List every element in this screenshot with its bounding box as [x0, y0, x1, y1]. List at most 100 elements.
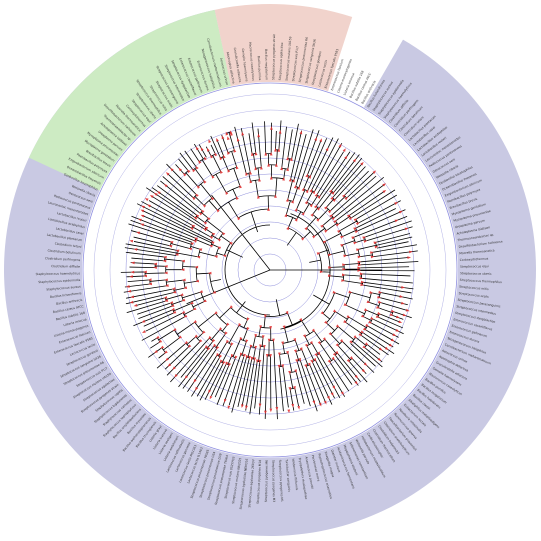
bootstrap-marker [181, 310, 186, 314]
bootstrap-marker [304, 226, 308, 231]
leaf-label: Staphylococcus haemolyticus [36, 271, 81, 276]
leaf-label: Carboxydothermus [460, 257, 489, 263]
bootstrap-marker [163, 271, 168, 275]
leaf-label: Acholeplasma laidlawii [456, 225, 490, 235]
bootstrap-marker [172, 327, 177, 331]
bootstrap-marker [352, 158, 357, 163]
bootstrap-marker [331, 191, 335, 195]
bootstrap-marker [329, 189, 333, 194]
bootstrap-marker [214, 255, 218, 259]
bootstrap-marker [269, 408, 273, 413]
bootstrap-marker [327, 274, 332, 278]
bootstrap-marker [153, 266, 157, 270]
bootstrap-marker [143, 270, 147, 274]
bootstrap-marker [130, 295, 135, 299]
bootstrap-marker [196, 255, 201, 259]
bootstrap-marker [342, 263, 346, 267]
bootstrap-marker [342, 148, 346, 153]
bootstrap-marker [165, 357, 169, 362]
bootstrap-marker [208, 139, 212, 144]
bootstrap-marker [361, 314, 365, 318]
bootstrap-marker [335, 223, 340, 227]
bootstrap-marker [349, 340, 353, 344]
bootstrap-marker [311, 328, 316, 333]
bootstrap-marker [210, 241, 215, 245]
bootstrap-marker [136, 231, 141, 235]
leaf-label: Streptococcus pyogenes M1 [278, 460, 284, 502]
bootstrap-marker [199, 290, 203, 293]
bootstrap-marker [332, 198, 336, 203]
bootstrap-marker [172, 366, 176, 370]
leaf-label: Turicibacter sanguinis [284, 458, 291, 492]
bootstrap-marker [288, 370, 291, 375]
leaf-label: Streptococcus uberis [460, 271, 492, 276]
bootstrap-marker [407, 256, 412, 260]
bootstrap-marker [400, 301, 405, 305]
leaf-label: Bacillus cereus ATCC [53, 304, 84, 314]
bootstrap-marker [164, 284, 169, 287]
bootstrap-marker [324, 229, 328, 233]
bootstrap-marker [211, 338, 216, 343]
leaf-label: Streptococcus mutans NN2025 [231, 457, 242, 504]
bootstrap-marker [346, 314, 351, 319]
leaf-label: Clostridium difficile [51, 264, 80, 269]
bootstrap-marker [287, 409, 291, 414]
bootstrap-marker [357, 260, 362, 264]
bootstrap-marker [364, 308, 368, 311]
bootstrap-marker [245, 355, 249, 359]
bootstrap-marker [304, 343, 308, 348]
bootstrap-marker [354, 374, 358, 379]
leaf-label: Streptococcus parasanguinis [457, 298, 501, 309]
bootstrap-marker [340, 244, 345, 247]
bootstrap-marker [288, 177, 292, 182]
bootstrap-marker [225, 361, 229, 366]
bootstrap-marker [286, 350, 289, 355]
bootstrap-marker [218, 327, 223, 331]
bootstrap-marker [377, 300, 382, 304]
bootstrap-marker [312, 190, 316, 195]
bootstrap-marker [195, 193, 199, 198]
bootstrap-marker [394, 202, 399, 205]
bootstrap-marker [181, 259, 185, 263]
bootstrap-marker [224, 398, 227, 403]
bootstrap-marker [332, 309, 337, 313]
bootstrap-marker [392, 333, 397, 337]
bootstrap-marker [310, 212, 314, 217]
bootstrap-marker [133, 303, 138, 307]
bootstrap-marker [357, 269, 362, 272]
bootstrap-marker [170, 304, 175, 307]
concentric-scale-rings [82, 82, 458, 458]
leaf-label: Lactococcus lactis [317, 59, 328, 87]
bootstrap-marker [195, 214, 200, 218]
bootstrap-marker [277, 364, 281, 369]
bootstrap-marker [369, 290, 374, 294]
bootstrap-marker [229, 130, 233, 135]
bootstrap-marker [300, 237, 305, 241]
bootstrap-marker [189, 242, 194, 246]
bootstrap-marker [359, 272, 364, 276]
bootstrap-marker [203, 228, 208, 232]
bootstrap-marker [225, 191, 229, 195]
bootstrap-marker [245, 171, 249, 176]
leaf-label: Lactobacillus casei [55, 226, 84, 235]
bootstrap-marker [357, 263, 362, 267]
bootstrap-marker [310, 359, 313, 364]
bootstrap-marker [245, 405, 248, 410]
bootstrap-marker [214, 311, 218, 315]
bootstrap-marker [235, 165, 239, 170]
bootstrap-marker [362, 345, 367, 349]
bootstrap-marker [327, 253, 332, 257]
bootstrap-marker [314, 193, 318, 198]
bootstrap-marker [171, 307, 176, 311]
bootstrap-marker [304, 200, 308, 205]
leaf-label: Streptococcus intermedius [456, 304, 497, 316]
bootstrap-marker [353, 218, 358, 222]
bootstrap-marker [389, 313, 394, 316]
bootstrap-marker [330, 392, 334, 397]
bootstrap-marker [160, 345, 165, 349]
bootstrap-marker [248, 355, 252, 360]
bootstrap-marker [274, 147, 277, 152]
bootstrap-marker [193, 216, 198, 220]
bootstrap-marker [210, 196, 215, 201]
